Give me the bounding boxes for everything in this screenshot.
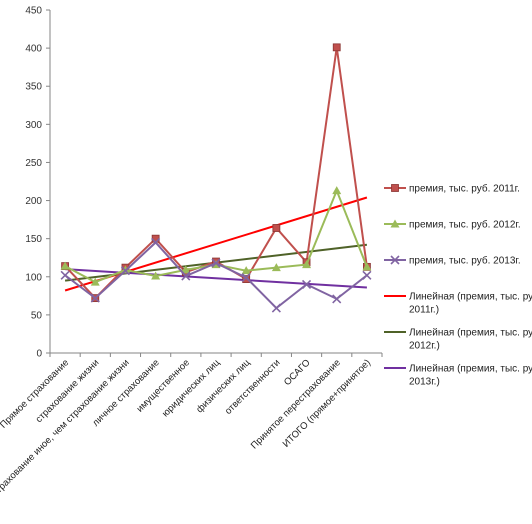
data-point bbox=[362, 270, 372, 280]
data-point bbox=[60, 270, 70, 280]
legend-label: 2011г.) bbox=[409, 305, 439, 316]
data-point bbox=[302, 260, 312, 269]
legend-label: Линейная (премия, тыс. руб. bbox=[409, 291, 532, 303]
x-tick-label: ответственности bbox=[223, 357, 282, 416]
series-line bbox=[64, 187, 368, 284]
y-tick-label: 0 bbox=[36, 349, 42, 360]
x-tick-label: физических лиц bbox=[194, 357, 252, 415]
legend-label: 2013г.) bbox=[409, 377, 440, 388]
data-point bbox=[90, 277, 100, 286]
data-point bbox=[390, 219, 400, 228]
data-point bbox=[332, 186, 342, 195]
data-point bbox=[241, 272, 251, 283]
legend-label: премия, тыс. руб. 2013г. bbox=[409, 255, 521, 267]
y-tick-label: 350 bbox=[25, 82, 42, 93]
legend-label: 2012г.) bbox=[409, 341, 440, 352]
legend-label: премия, тыс. руб. 2012г. bbox=[409, 219, 521, 231]
chart-axes bbox=[49, 10, 382, 354]
data-point bbox=[271, 263, 281, 272]
y-tick-label: 100 bbox=[25, 272, 42, 283]
data-point bbox=[90, 293, 100, 303]
x-tick-label: страхование иное, чем страхование жизни bbox=[0, 357, 132, 498]
data-point bbox=[211, 258, 221, 268]
data-point bbox=[362, 262, 372, 271]
y-tick-label: 200 bbox=[25, 196, 42, 207]
y-tick-label: 300 bbox=[25, 120, 42, 131]
data-point bbox=[271, 303, 281, 313]
legend-item: Линейная (премия, тыс. руб. 2011г.) bbox=[384, 291, 532, 316]
y-tick-label: 400 bbox=[25, 44, 42, 55]
y-tick-label: 150 bbox=[25, 234, 42, 245]
trendline bbox=[65, 268, 367, 289]
data-point bbox=[60, 261, 70, 270]
data-point bbox=[241, 266, 251, 275]
data-point bbox=[301, 279, 312, 289]
data-point bbox=[242, 275, 251, 283]
data-point bbox=[120, 266, 131, 276]
legend-label: Линейная (премия, тыс. руб. bbox=[409, 363, 532, 375]
y-tick-label: 450 bbox=[25, 6, 42, 17]
legend-item: премия, тыс. руб. 2012г. bbox=[384, 219, 521, 231]
data-point bbox=[181, 265, 191, 274]
y-tick-label: 50 bbox=[31, 310, 43, 321]
legend-item: премия, тыс. руб. 2011г. bbox=[384, 183, 520, 195]
data-point bbox=[272, 224, 281, 232]
chart-legend: премия, тыс. руб. 2011г. премия, тыс. руб… bbox=[384, 183, 532, 388]
data-point bbox=[151, 271, 161, 280]
data-point bbox=[151, 237, 161, 248]
data-point bbox=[391, 184, 399, 192]
legend-item: Линейная (премия, тыс. руб. 2013г.) bbox=[384, 363, 532, 388]
data-point bbox=[181, 271, 191, 281]
data-series bbox=[60, 43, 372, 313]
legend-label: премия, тыс. руб. 2011г. bbox=[409, 183, 520, 195]
legend-item: премия, тыс. руб. 2013г. bbox=[384, 255, 521, 267]
legend-label: Линейная (премия, тыс. руб. bbox=[409, 327, 532, 339]
legend-item: Линейная (премия, тыс. руб. 2012г.) bbox=[384, 327, 532, 352]
y-axis-ticks: 0 50 100 150 200 250 300 350 400 450 bbox=[25, 6, 50, 360]
data-point bbox=[332, 43, 341, 52]
y-tick-label: 250 bbox=[25, 158, 42, 169]
x-tick-label: имущественное bbox=[135, 357, 192, 414]
data-point bbox=[390, 255, 400, 265]
data-point bbox=[332, 294, 342, 304]
